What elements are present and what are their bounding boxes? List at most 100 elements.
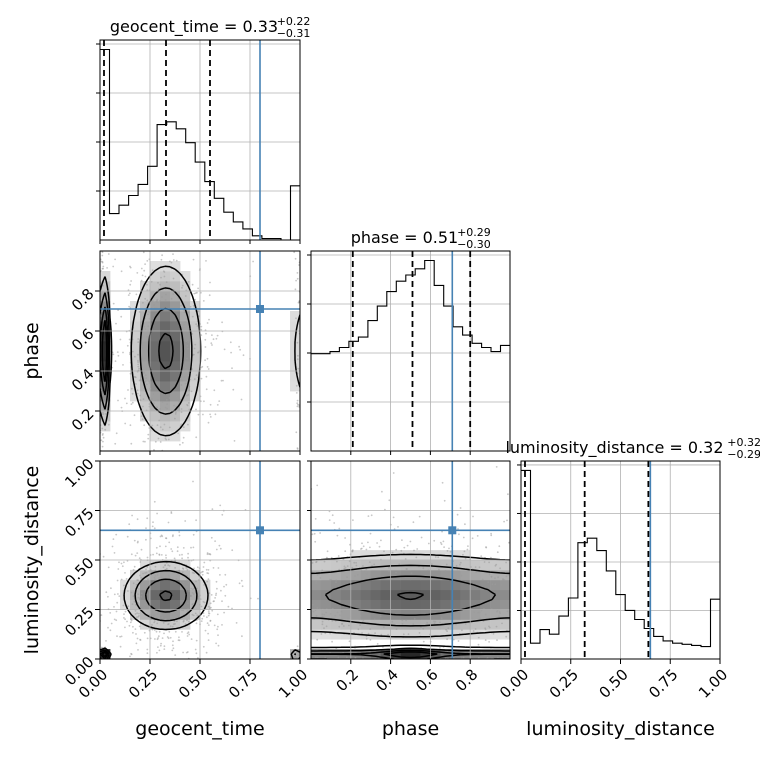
scatter-point: [101, 427, 104, 430]
scatter-point: [124, 422, 127, 425]
scatter-point: [506, 610, 509, 613]
scatter-point: [221, 624, 223, 626]
scatter-point: [207, 421, 210, 424]
scatter-point: [152, 553, 155, 556]
x-tick-label: 0.8: [452, 665, 482, 695]
scatter-point: [369, 532, 372, 535]
density-cell: [100, 391, 111, 402]
scatter-point: [216, 404, 219, 406]
scatter-point: [296, 358, 299, 361]
scatter-point: [478, 566, 481, 569]
scatter-point: [315, 656, 317, 659]
scatter-point: [505, 561, 507, 564]
scatter-point: [348, 640, 351, 643]
scatter-point: [446, 550, 449, 552]
scatter-point: [177, 639, 180, 642]
density-cell: [400, 649, 411, 659]
scatter-point: [196, 291, 198, 294]
scatter-point: [215, 592, 218, 595]
scatter-point: [188, 590, 191, 592]
scatter-point: [192, 258, 195, 261]
scatter-point: [155, 546, 158, 549]
scatter-point: [208, 592, 211, 595]
scatter-point: [163, 275, 166, 278]
scatter-point: [207, 639, 210, 641]
scatter-point: [158, 576, 161, 579]
scatter-point: [147, 313, 149, 316]
scatter-point: [342, 625, 345, 627]
scatter-point: [488, 561, 490, 564]
scatter-point: [376, 542, 378, 544]
scatter-point: [117, 354, 120, 357]
density-cell: [430, 589, 441, 600]
scatter-point: [490, 556, 492, 559]
density-cell: [120, 589, 131, 600]
density-cell: [430, 569, 441, 581]
scatter-point: [102, 411, 104, 414]
scatter-point: [373, 563, 376, 566]
scatter-point: [160, 276, 162, 279]
scatter-point: [115, 619, 118, 622]
density-cell: [340, 629, 352, 640]
scatter-point: [186, 651, 189, 653]
scatter-point: [124, 626, 126, 629]
scatter-panel-geocent_time-vs-luminosity_distance: [99, 460, 301, 660]
scatter-point: [135, 616, 138, 619]
scatter-point: [166, 407, 169, 410]
contour-line: [100, 265, 300, 437]
scatter-point: [195, 323, 198, 326]
density-cell: [290, 381, 300, 392]
scatter-point: [293, 251, 296, 254]
scatter-point: [209, 619, 212, 622]
density-cell: [500, 569, 510, 581]
histogram-luminosity_distance: luminosity_distance = 0.32 +0.32−0.29: [505, 436, 760, 660]
scatter-point: [195, 408, 197, 411]
scatter-point: [165, 554, 167, 557]
density-cell: [470, 560, 481, 571]
density-cell: [360, 579, 372, 591]
scatter-point: [190, 587, 193, 590]
scatter-point: [357, 628, 360, 631]
scatter-point: [141, 274, 144, 277]
scatter-point: [183, 324, 185, 326]
density-cell: [350, 569, 362, 581]
scatter-point: [182, 568, 185, 570]
scatter-point: [129, 265, 131, 268]
density-cell: [420, 589, 431, 600]
scatter-point: [163, 632, 165, 635]
density-cell: [170, 599, 181, 610]
scatter-point: [180, 423, 183, 426]
scatter-point: [128, 624, 131, 627]
scatter-point: [203, 400, 205, 403]
scatter-point: [120, 270, 123, 273]
scatter-point: [441, 530, 443, 533]
density-cell: [100, 281, 111, 292]
scatter-point: [205, 568, 208, 571]
density-cell: [360, 550, 372, 561]
scatter-point: [158, 419, 161, 422]
scatter-point: [328, 519, 331, 521]
truth-marker: [448, 526, 457, 535]
scatter-point: [163, 271, 166, 273]
contour-line: [100, 560, 300, 659]
scatter-point: [230, 351, 233, 354]
scatter-point: [410, 572, 413, 574]
scatter-point: [368, 561, 371, 563]
scatter-point: [477, 611, 479, 614]
density-cell: [320, 579, 332, 591]
scatter-point: [143, 372, 146, 374]
density-cell: [150, 351, 161, 362]
scatter-point: [187, 423, 189, 426]
scatter-point: [159, 441, 162, 443]
scatter-point: [102, 440, 104, 443]
x-tick-label: 0.2: [333, 665, 363, 695]
title-lower-error: −0.31: [277, 27, 311, 40]
x-tick-label: 0.50: [595, 665, 631, 701]
scatter-point: [380, 539, 382, 542]
scatter-point: [169, 260, 171, 263]
scatter-point: [227, 605, 230, 608]
scatter-point: [467, 615, 470, 618]
scatter-point: [182, 609, 185, 612]
scatter-point: [181, 379, 184, 382]
truth-marker: [256, 305, 264, 313]
